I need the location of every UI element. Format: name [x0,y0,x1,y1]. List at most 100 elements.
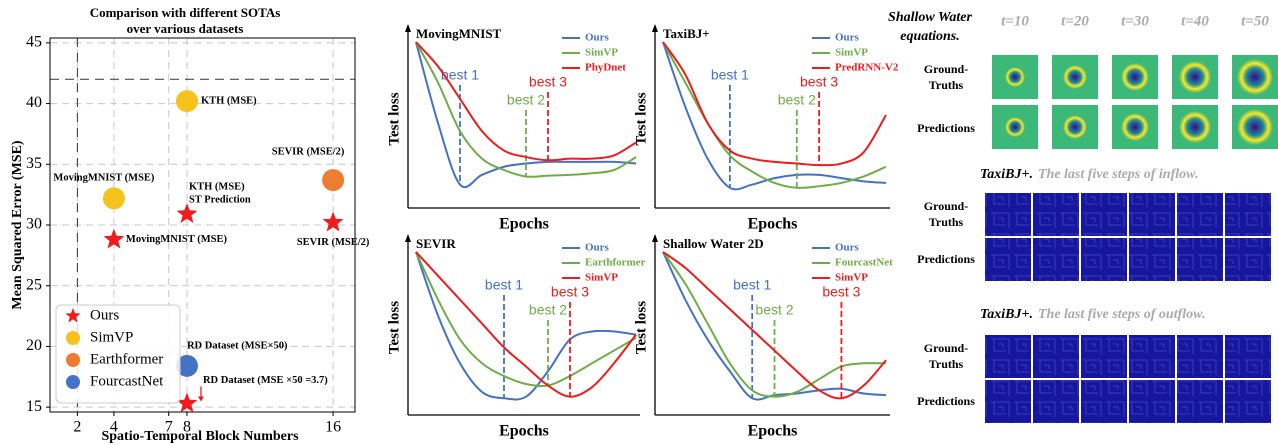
chart-title: over various datasets [127,21,244,36]
field-wave [1063,65,1087,89]
flow-image [1129,380,1175,423]
series-line [415,41,637,189]
flow-image [985,380,1031,423]
panel-title: equations. [900,29,960,44]
flow-image [1177,238,1223,281]
x-axis-label: Spatio-Temporal Block Numbers [101,429,299,444]
flow-image [1033,193,1079,236]
time-label: t=10 [1001,13,1029,29]
series-line [662,41,887,191]
x-axis-label: Epochs [499,216,549,233]
axis-arrow [405,234,411,242]
circle-point [175,90,198,113]
legend-box [55,304,181,404]
legend-label: PredRNN-V2 [835,62,899,74]
legend-label: Earthformer [90,351,163,367]
chart-title: Shallow Water 2D [663,236,764,251]
circle-point [175,354,198,377]
chart-title: SEVIR [416,236,456,251]
best-label: best 1 [733,277,771,293]
legend-label: FourcastNet [90,373,164,389]
flow-image [985,335,1031,378]
flow-image [1081,335,1127,378]
legend-label: SimVP [835,47,868,59]
flow-image [1033,335,1079,378]
panel-title: Shallow Water [888,10,972,25]
panel-caption: TaxiBJ+. The last five steps of outflow. [980,307,1205,322]
time-label: t=30 [1121,13,1149,29]
best-label: best 1 [711,67,749,83]
best-label: best 3 [529,74,567,90]
star-point [103,228,125,249]
legend-marker [65,308,81,323]
flow-image [1033,238,1079,281]
flow-image [1177,335,1223,378]
flow-image [1225,193,1271,236]
legend-label: SimVP [585,272,618,284]
axis-arrow [652,234,658,242]
y-axis-label: Test loss [386,92,402,145]
best-label: best 2 [755,302,793,318]
row-label: Ground- [924,62,968,76]
flow-image [1225,335,1271,378]
series-line [415,251,637,398]
field-wave [1063,115,1087,139]
series-line [662,251,887,400]
y-axis-label: Mean Squared Error (MSE) [10,140,25,310]
flow-image [1129,193,1175,236]
y-tick-label: 35 [26,155,42,172]
row-label: Truths [929,78,964,92]
y-tick-label: 45 [26,34,42,51]
field-wave [1005,117,1025,137]
series-line [415,251,637,388]
row-label: Ground- [924,341,968,355]
caption-text: The last five steps of outflow. [1038,307,1205,322]
panel-caption: TaxiBJ+. The last five steps of inflow. [980,167,1198,182]
point-label: SEVIR (MSE/2) [272,146,345,157]
point-label: SEVIR (MSE/2) [297,237,370,248]
flow-image [1225,238,1271,281]
best-label: best 2 [529,302,567,318]
flow-image [1177,193,1223,236]
legend-marker [66,353,80,367]
flow-image [985,193,1031,236]
axis-arrow [652,24,658,32]
field-wave [1237,59,1273,95]
chart-title: Comparison with different SOTAs [90,5,281,20]
row-label: Predictions [917,252,975,266]
caption-title: TaxiBJ+. [980,307,1033,322]
x-axis-label: Epochs [499,423,549,440]
y-axis-label: Test loss [633,301,649,354]
y-tick-label: 15 [26,398,42,415]
y-tick-label: 25 [26,276,42,293]
series-line [662,41,887,167]
point-label: KTH (MSE) [201,96,257,107]
best-label: best 1 [485,277,523,293]
axis-arrow [405,24,411,32]
legend-label: Ours [90,307,119,323]
x-tick-label: 16 [325,419,341,436]
star-point [176,203,198,223]
x-tick-label: 8 [183,419,191,436]
y-tick-label: 30 [26,216,42,233]
time-label: t=40 [1181,13,1209,29]
best-label: best 3 [822,284,860,300]
row-label: Predictions [917,394,975,408]
flow-image [1129,238,1175,281]
arrow-head [197,396,204,402]
time-label: t=20 [1061,13,1089,29]
legend-label: SimVP [585,47,618,59]
x-axis-label: Epochs [748,423,798,440]
y-axis-label: Test loss [386,301,402,354]
flow-image [1081,238,1127,281]
chart-title: TaxiBJ+ [663,26,710,41]
field-wave [1179,111,1211,143]
flow-image [1129,335,1175,378]
field-wave [1005,67,1025,87]
best-label: best 3 [800,74,838,90]
star-point [322,211,344,232]
x-tick-label: 2 [73,419,81,436]
flow-image [1081,193,1127,236]
best-label: best 2 [778,92,816,108]
